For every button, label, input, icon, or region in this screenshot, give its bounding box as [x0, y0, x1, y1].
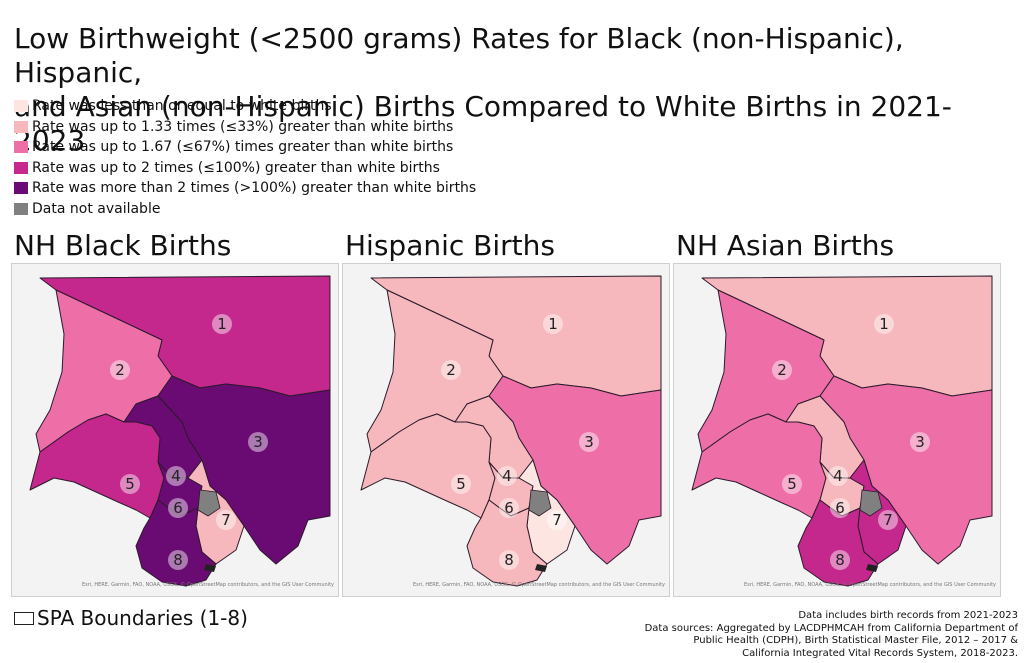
legend-swatch	[14, 100, 28, 113]
spa-label-1: 1	[548, 315, 558, 333]
spa-label-marker	[248, 432, 268, 452]
title-line-2: and Asian (non-Hispanic) Births Compared…	[14, 90, 952, 157]
legend-label: Rate was up to 1.67 (≤67%) times greater…	[32, 139, 454, 156]
note-line: Data sources: Aggregated by LACDPHMCAH f…	[644, 622, 1018, 634]
legend-label: Data not available	[32, 200, 161, 217]
spa-label-marker	[110, 360, 130, 380]
note-line: Data includes birth records from 2021-20…	[798, 610, 1018, 621]
spa-label-marker	[547, 510, 567, 530]
spa-label-6: 6	[173, 499, 183, 517]
spa-label-marker	[579, 432, 599, 452]
legend-item: Rate was up to 1.33 times (≤33%) greater…	[14, 117, 476, 138]
legend-swatch	[14, 182, 28, 195]
note-line: California Integrated Vital Records Syst…	[742, 647, 1018, 659]
map-title-black: NH Black Births	[14, 229, 232, 262]
map-attribution: Esri, HERE, Garmin, FAO, NOAA, USGS, © O…	[744, 581, 996, 588]
island-shape	[204, 564, 216, 572]
map-panel-black: 1 2 3 4 5 6 7 8 Esri, HERE, Garmin, FAO, NOAA, U…	[11, 263, 339, 597]
spa-label-marker	[120, 474, 140, 494]
legend-item: Rate was less than or equal to white bir…	[14, 96, 476, 117]
legend-item: Rate was up to 1.67 (≤67%) times greater…	[14, 137, 476, 158]
spa-label-marker	[499, 498, 519, 518]
spa-region-8	[135, 499, 217, 587]
spa-label-4: 4	[502, 467, 512, 485]
legend-swatch	[14, 141, 28, 154]
spa-label-marker	[772, 360, 792, 380]
spa-label-marker	[910, 432, 930, 452]
spa-label-4: 4	[171, 467, 181, 485]
color-legend: Rate was less than or equal to white bir…	[14, 96, 476, 219]
spa-label-1: 1	[879, 315, 889, 333]
spa-label-marker	[212, 314, 232, 334]
spa-label-7: 7	[221, 511, 231, 529]
spa-label-marker	[216, 510, 236, 530]
map-title-hispanic: Hispanic Births	[345, 229, 555, 262]
spa-label-marker	[782, 474, 802, 494]
spa-label-marker	[499, 550, 519, 570]
source-notes: Data includes birth records from 2021-20…	[645, 610, 1018, 660]
legend-label: Rate was up to 1.33 times (≤33%) greater…	[32, 118, 454, 135]
spa-label-8: 8	[173, 551, 183, 569]
spa-label-7: 7	[552, 511, 562, 529]
data-not-available-area	[197, 489, 221, 517]
legend-item: Data not available	[14, 199, 476, 220]
spa-boundaries-legend: SPA Boundaries (1-8)	[14, 606, 248, 630]
map-attribution: Esri, HERE, Garmin, FAO, NOAA, USGS, © O…	[82, 581, 334, 588]
spa-label-marker	[451, 474, 471, 494]
legend-item: Rate was up to 2 times (≤100%) greater t…	[14, 158, 476, 179]
spa-label-6: 6	[504, 499, 514, 517]
spa-label-7: 7	[883, 511, 893, 529]
spa-label-marker	[878, 510, 898, 530]
spa-legend-label: SPA Boundaries (1-8)	[37, 606, 248, 630]
spa-label-5: 5	[125, 475, 135, 493]
map-title-asian: NH Asian Births	[676, 229, 895, 262]
spa-label-marker	[874, 314, 894, 334]
spa-label-3: 3	[584, 433, 594, 451]
legend-item: Rate was more than 2 times (>100%) great…	[14, 178, 476, 199]
legend-swatch	[14, 161, 28, 174]
spa-label-2: 2	[777, 361, 787, 379]
legend-label: Rate was more than 2 times (>100%) great…	[32, 180, 477, 197]
spa-region-8	[466, 499, 548, 587]
island-shape	[535, 564, 547, 572]
data-not-available-area	[859, 489, 883, 517]
spa-label-3: 3	[915, 433, 925, 451]
spa-label-marker	[166, 466, 186, 486]
legend-swatch	[14, 202, 28, 215]
legend-label: Rate was less than or equal to white bir…	[32, 98, 332, 115]
spa-label-marker	[168, 550, 188, 570]
spa-label-marker	[543, 314, 563, 334]
note-line: Public Health (CDPH), Birth Statistical …	[693, 635, 1018, 646]
spa-label-1: 1	[217, 315, 227, 333]
spa-label-5: 5	[787, 475, 797, 493]
spa-label-marker	[168, 498, 188, 518]
boundary-swatch-icon	[14, 611, 34, 625]
data-not-available-area	[528, 489, 552, 517]
spa-label-3: 3	[253, 433, 263, 451]
legend-swatch	[14, 120, 28, 133]
spa-label-6: 6	[835, 499, 845, 517]
spa-label-marker	[497, 466, 517, 486]
spa-label-marker	[828, 466, 848, 486]
spa-label-4: 4	[833, 467, 843, 485]
island-shape	[866, 564, 878, 572]
map-svg: 1 2 3 4 5 6 7 8 Esri, HERE, Garmin, FAO, NOAA, U…	[343, 264, 669, 596]
figure-title: Low Birthweight (<2500 grams) Rates for …	[14, 22, 1014, 158]
spa-label-2: 2	[115, 361, 125, 379]
legend-label: Rate was up to 2 times (≤100%) greater t…	[32, 159, 440, 176]
map-panel-hispanic: 1 2 3 4 5 6 7 8 Esri, HERE, Garmin, FAO, NOAA, U…	[342, 263, 670, 597]
title-line-1: Low Birthweight (<2500 grams) Rates for …	[14, 22, 904, 89]
map-svg: 1 2 3 4 5 6 7 8 Esri, HERE, Garmin, FAO, NOAA, U…	[12, 264, 338, 596]
spa-label-8: 8	[504, 551, 514, 569]
map-svg: 1 2 3 4 5 6 7 8 Esri, HERE, Garmin, FAO, NOAA, U…	[674, 264, 1000, 596]
spa-region-8	[797, 499, 879, 587]
map-panel-asian: 1 2 3 4 5 6 7 8 Esri, HERE, Garmin, FAO, NOAA, U…	[673, 263, 1001, 597]
spa-label-5: 5	[456, 475, 466, 493]
spa-label-marker	[441, 360, 461, 380]
spa-label-8: 8	[835, 551, 845, 569]
spa-label-marker	[830, 550, 850, 570]
spa-label-marker	[830, 498, 850, 518]
map-attribution: Esri, HERE, Garmin, FAO, NOAA, USGS, © O…	[413, 581, 665, 588]
spa-label-2: 2	[446, 361, 456, 379]
